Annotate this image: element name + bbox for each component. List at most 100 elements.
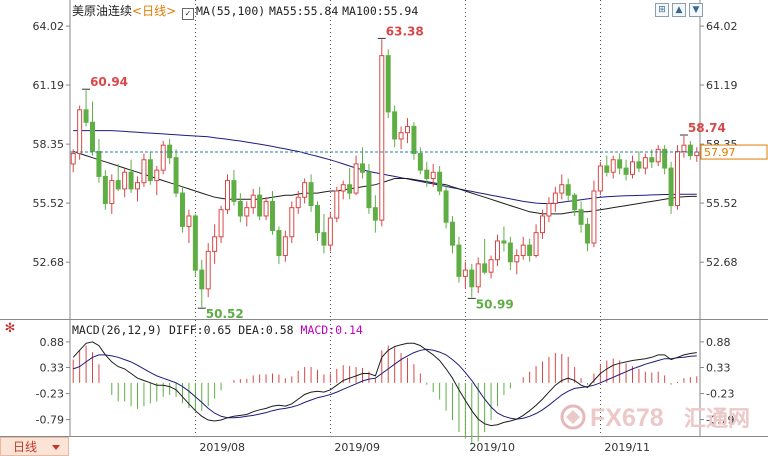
candle <box>578 201 584 233</box>
candle-body <box>597 165 603 192</box>
candle <box>655 145 661 166</box>
candle-body <box>353 163 359 194</box>
candlestick-series <box>70 39 700 308</box>
candle <box>501 226 507 252</box>
candle <box>662 145 668 175</box>
candle-body <box>430 171 436 179</box>
date-tick-label: 2019/11 <box>604 441 650 454</box>
candle-body <box>276 230 282 257</box>
candle-body <box>302 182 308 198</box>
candle-body <box>205 250 211 290</box>
candle <box>128 159 134 194</box>
candle-body <box>199 269 205 290</box>
candle <box>263 197 269 221</box>
candle-body <box>636 161 642 169</box>
extreme-label: 50.99 <box>476 297 514 311</box>
candle-body <box>186 215 192 227</box>
candle <box>173 149 179 198</box>
candle-body <box>649 157 655 163</box>
candle-body <box>559 184 565 194</box>
price-tick-label: 52.68 <box>706 256 738 269</box>
ma55-line <box>73 150 697 215</box>
macd-tick-label: -0.79 <box>36 414 64 427</box>
candle <box>205 243 211 298</box>
candle-body <box>585 223 590 244</box>
candle <box>694 147 700 162</box>
macd-value: MACD:0.14 <box>300 323 363 337</box>
candle <box>405 118 410 144</box>
candle <box>488 255 494 279</box>
candle-body <box>70 153 76 165</box>
gear-icon[interactable]: ✻ <box>4 321 16 336</box>
candle <box>340 180 346 200</box>
date-tick-label: 2019/09 <box>334 441 380 454</box>
diff-line <box>72 341 697 427</box>
candle-body <box>437 171 443 192</box>
candle <box>507 236 513 271</box>
candle <box>424 161 430 187</box>
macd-tick-label: -0.23 <box>706 388 734 401</box>
candle <box>308 174 314 212</box>
candle <box>237 193 243 223</box>
candle-body <box>122 171 128 190</box>
candle-body <box>385 55 391 113</box>
candle <box>687 141 693 160</box>
chevron-down-icon[interactable] <box>52 445 60 450</box>
candle-body <box>167 144 173 159</box>
candle <box>192 213 198 277</box>
candle-body <box>572 194 578 211</box>
macd-tick-label: -0.23 <box>36 388 64 401</box>
candle <box>289 201 295 244</box>
candle <box>411 122 417 160</box>
checkbox-icon[interactable]: ✓ <box>181 8 194 20</box>
price-tick-label: 61.19 <box>33 79 65 92</box>
candle-body <box>270 200 275 232</box>
candle <box>642 153 648 175</box>
fx678-logo-icon <box>560 404 586 430</box>
candle-body <box>668 167 674 207</box>
candle-body <box>347 184 353 194</box>
candle-body <box>180 192 185 227</box>
candle <box>225 174 230 214</box>
fx678-watermark: FX678 汇通网 <box>560 404 750 432</box>
candle <box>154 166 160 196</box>
dea-line <box>73 348 697 420</box>
price-tick-label: 64.02 <box>33 20 65 33</box>
macd-panel <box>72 341 698 444</box>
candle <box>417 147 423 175</box>
candle-body <box>694 151 700 157</box>
timeframe-tab[interactable]: 日线 <box>0 437 69 456</box>
price-tick-label: 61.19 <box>706 79 738 92</box>
moving-average-lines <box>73 130 697 215</box>
timeframe-label[interactable]: <日线> <box>132 4 177 18</box>
candle <box>675 145 680 210</box>
candle <box>475 257 481 294</box>
candle-body <box>308 182 314 207</box>
extreme-label: 60.94 <box>90 75 128 89</box>
toggle-icon[interactable]: ⊞ <box>655 3 669 17</box>
candle <box>572 193 578 216</box>
candle-body <box>630 161 635 175</box>
candle-body <box>379 55 385 221</box>
candle-body <box>501 240 507 244</box>
candle-body <box>263 200 269 217</box>
candle <box>199 259 205 308</box>
candle <box>385 49 391 119</box>
scroll-up-icon[interactable]: ▲ <box>672 3 686 17</box>
candle <box>122 168 128 198</box>
candle <box>295 190 301 214</box>
candle <box>450 215 455 254</box>
candle-body <box>540 215 545 234</box>
candle-body <box>102 175 108 204</box>
candle-body <box>295 196 301 209</box>
scroll-down-icon[interactable]: ▼ <box>689 3 703 17</box>
candle <box>546 197 552 223</box>
candle-body <box>192 215 198 271</box>
candle-body <box>552 192 558 204</box>
macd-tick-label: -0.79 <box>706 414 734 427</box>
candle-body <box>662 148 668 169</box>
candle <box>83 90 89 127</box>
candle-body <box>237 200 243 217</box>
candle-body <box>681 144 687 152</box>
